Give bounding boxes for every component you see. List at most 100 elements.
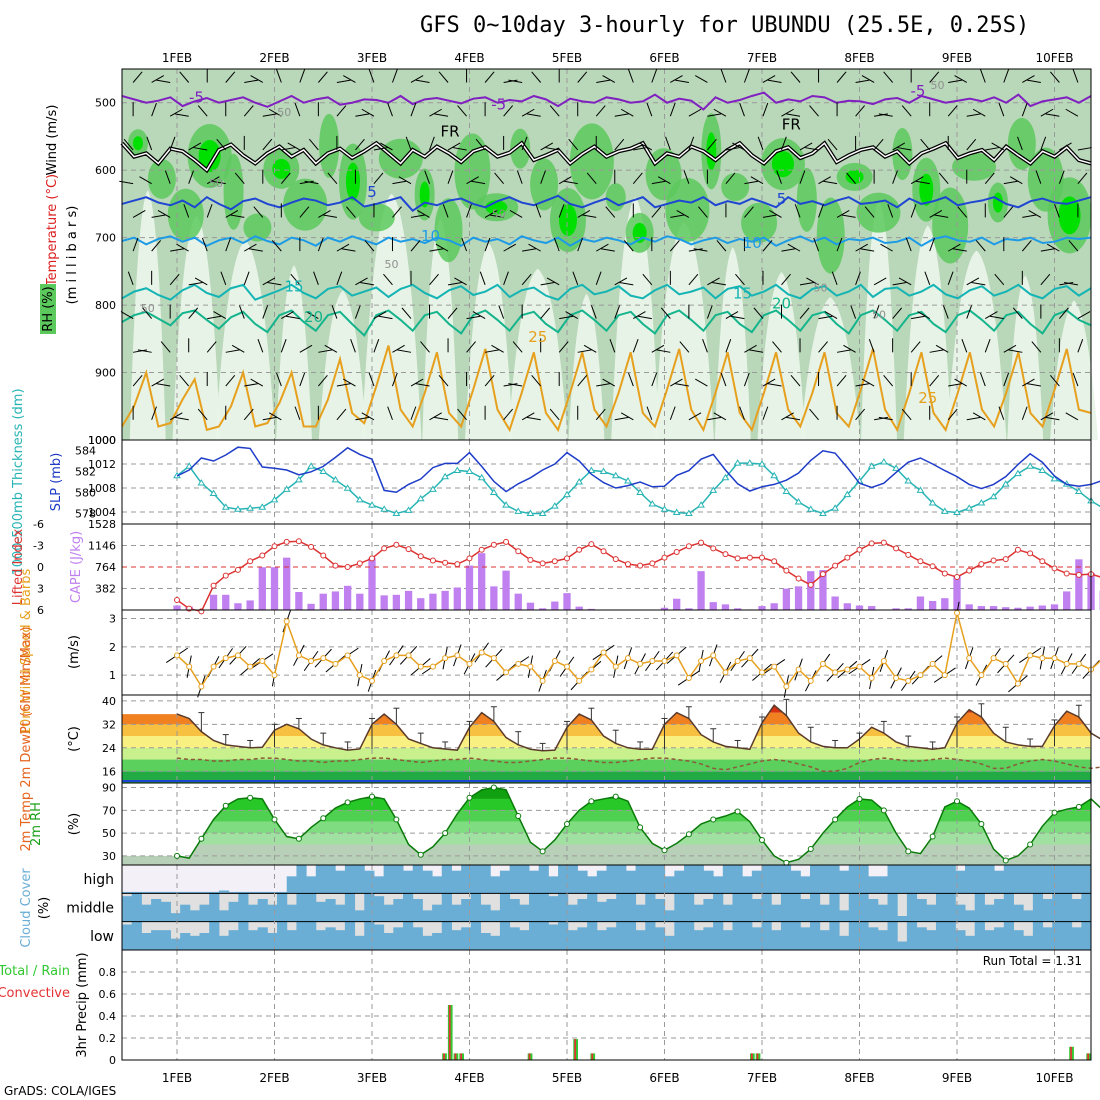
thickness-point xyxy=(819,509,827,516)
precip-axis-title: 3hr Precip (mm) xyxy=(75,952,90,1057)
thickness-point xyxy=(489,488,498,495)
wind-barb xyxy=(952,248,967,252)
day-label-top: 4FEB xyxy=(454,51,484,65)
rh-dry-plume xyxy=(1050,300,1098,440)
thickness-point xyxy=(343,484,352,491)
wind-barb xyxy=(420,341,430,353)
cloud-cell xyxy=(1061,865,1073,894)
contour-label: FR xyxy=(440,122,459,140)
wind-barb xyxy=(836,71,847,83)
wind-barb xyxy=(605,206,616,218)
wind-barb xyxy=(434,113,449,117)
rh2m-point xyxy=(198,835,205,842)
wind-barb xyxy=(157,210,171,218)
rh2m-point xyxy=(320,815,327,822)
cape-bar xyxy=(916,596,925,610)
wind-barb xyxy=(855,105,866,117)
cloud-cell xyxy=(926,930,937,950)
wind-barb xyxy=(942,305,949,319)
wind-barb xyxy=(980,69,986,83)
wind-barb xyxy=(646,406,653,420)
rh-saturated-area xyxy=(419,181,430,208)
thickness-point xyxy=(977,499,986,506)
wind-barb xyxy=(503,105,514,117)
wind-barb xyxy=(980,372,986,387)
rh-moist-area xyxy=(952,152,997,181)
contour-label: 10 xyxy=(743,234,762,252)
temp-tick-label: 32 xyxy=(102,718,116,731)
wind-barb xyxy=(522,248,537,252)
lifted-index-point xyxy=(429,557,436,564)
rh2m-unit: (%) xyxy=(67,813,82,836)
wind-barb xyxy=(188,170,194,184)
rh-saturated-area xyxy=(706,132,717,171)
wind-barb xyxy=(526,113,541,117)
wind-barb xyxy=(313,271,319,286)
lifted-index-point xyxy=(722,551,729,558)
wind-barb xyxy=(169,108,183,117)
wind-barb xyxy=(707,277,720,286)
wind-barb xyxy=(595,271,602,286)
wind-barb xyxy=(435,243,449,252)
wind-barb xyxy=(806,277,819,286)
frames xyxy=(121,68,1092,1061)
cloud-cell xyxy=(713,876,724,894)
wind-barb xyxy=(1026,79,1041,83)
wind-barb xyxy=(454,277,467,286)
wind-barb xyxy=(920,138,931,151)
rh-band xyxy=(122,798,1091,811)
cloud-cell xyxy=(819,930,830,950)
lifted-index-point xyxy=(783,567,790,574)
wind-barb xyxy=(1003,206,1014,218)
wind-barb xyxy=(735,273,745,286)
cloud-cell xyxy=(703,870,714,894)
cloud-cell xyxy=(170,938,181,950)
wind-barb xyxy=(380,142,393,151)
wind-barb xyxy=(707,416,722,421)
precip-convective-bar xyxy=(591,1053,594,1060)
isotherm-line xyxy=(121,194,1092,212)
wind-speed-point xyxy=(417,663,424,670)
cloud-cell xyxy=(131,921,142,950)
wind-barb xyxy=(804,147,819,151)
contour-label: 10 xyxy=(421,227,440,245)
thickness-point xyxy=(806,505,815,512)
pressure-tick-label: 1000 xyxy=(88,434,116,447)
wind-speed-point xyxy=(661,658,668,664)
rh-tick-label: 30 xyxy=(102,850,116,863)
thickness-point xyxy=(502,501,510,508)
precip-convective-bar xyxy=(448,1005,451,1060)
rh2m-point xyxy=(880,807,887,814)
cloud-cell xyxy=(180,904,191,922)
cloud-cell xyxy=(247,891,259,894)
wind-barb xyxy=(948,383,963,387)
wind-barb xyxy=(669,406,676,420)
wind-barb xyxy=(586,172,597,184)
wind-speed-point xyxy=(234,652,241,659)
wind-barb xyxy=(156,383,171,387)
wind-barb xyxy=(676,210,690,218)
cape-bar xyxy=(234,603,242,610)
wind-barb xyxy=(651,69,658,83)
wind-barb xyxy=(892,170,898,184)
cloud-cell xyxy=(432,904,443,922)
rh-moist-area xyxy=(796,167,817,232)
wind-barb xyxy=(417,210,430,218)
cloud-cell xyxy=(916,899,927,922)
wind-barb xyxy=(855,383,870,387)
wind-barb xyxy=(577,210,591,218)
thickness-point xyxy=(368,501,376,508)
rh-saturated-area xyxy=(919,173,934,206)
cloud-cell xyxy=(499,921,511,950)
wind-barb xyxy=(744,180,759,185)
wind-barb xyxy=(1072,372,1079,387)
wind-barb xyxy=(174,416,189,421)
wind-barb xyxy=(343,378,356,387)
cloud-cell xyxy=(713,921,724,950)
rh2m-point xyxy=(1075,803,1082,810)
wind-barb xyxy=(823,180,838,185)
contour-label: 15 xyxy=(284,278,303,296)
rh-moist-area xyxy=(243,213,272,242)
wind-barb xyxy=(972,412,986,421)
lifted-index-point xyxy=(832,562,839,569)
